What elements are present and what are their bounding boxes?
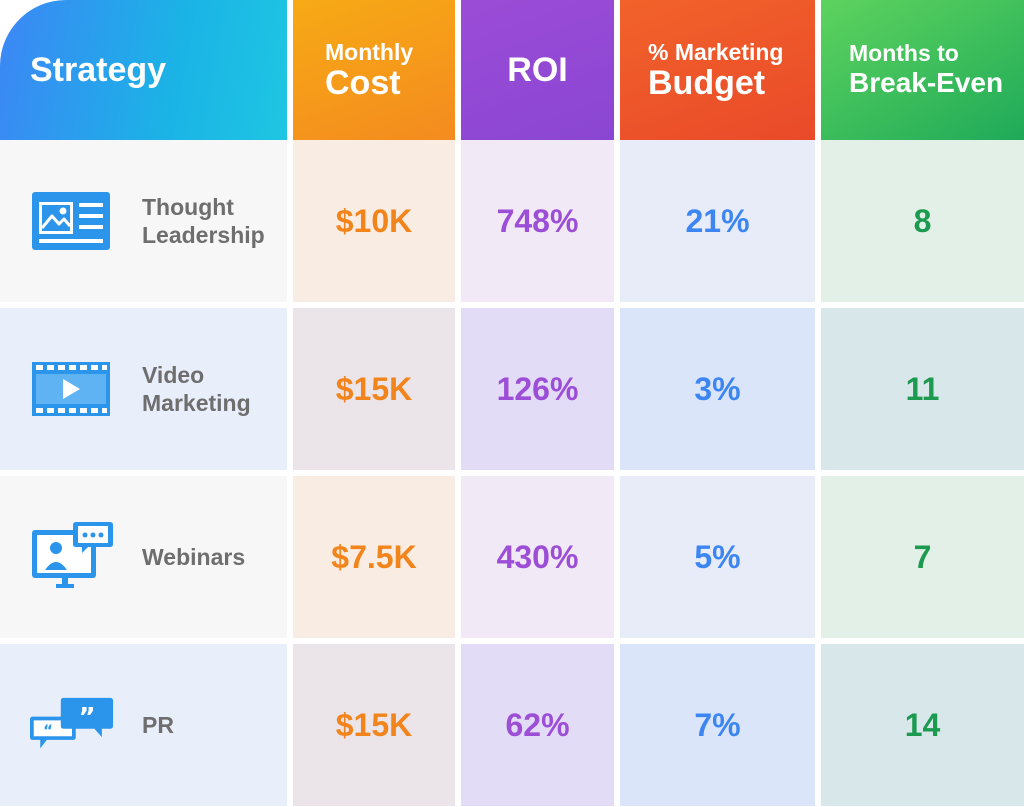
webinar-icon <box>30 522 114 592</box>
roi-cell: 62% <box>461 644 614 806</box>
header-months-line1: Months to <box>849 40 959 66</box>
months-cell: 7 <box>821 476 1024 638</box>
roi-cell: 126% <box>461 308 614 470</box>
cost-cell: $15K <box>293 308 455 470</box>
strategy-cell: Thought Leadership <box>0 140 287 302</box>
video-play-icon <box>30 354 114 424</box>
roi-cell: 748% <box>461 140 614 302</box>
header-budget-line2: Budget <box>648 64 766 102</box>
months-cell: 8 <box>821 140 1024 302</box>
strategy-cell: Webinars <box>0 476 287 638</box>
strategy-label: Webinars <box>142 544 246 570</box>
table-row: “ ” PR $15K 62% 7% 14 <box>0 644 1024 806</box>
cost-cell: $7.5K <box>293 476 455 638</box>
strategy-cell: Video Marketing <box>0 308 287 470</box>
table-row: Webinars $7.5K 430% 5% 7 <box>0 476 1024 638</box>
strategy-label: Video Marketing <box>142 362 251 416</box>
table-row: Thought Leadership $10K 748% 21% 8 <box>0 140 1024 302</box>
svg-text:“: “ <box>43 721 53 739</box>
strategy-label: Thought Leadership <box>142 194 265 248</box>
budget-cell: 21% <box>620 140 815 302</box>
header-cost-line2: Cost <box>325 64 401 102</box>
header-monthly-cost: Monthly Cost <box>293 0 455 140</box>
budget-cell: 7% <box>620 644 815 806</box>
svg-text:”: ” <box>79 703 96 733</box>
months-cell: 11 <box>821 308 1024 470</box>
header-budget-line1: % Marketing <box>648 39 784 65</box>
header-months-break-even: Months to Break-Even <box>821 0 1024 140</box>
header-marketing-budget: % Marketing Budget <box>620 0 815 140</box>
cost-cell: $15K <box>293 644 455 806</box>
strategy-cell: “ ” PR <box>0 644 287 806</box>
budget-cell: 3% <box>620 308 815 470</box>
header-months-line2: Break-Even <box>849 67 1004 98</box>
article-icon <box>30 186 114 256</box>
header-roi: ROI <box>461 0 614 140</box>
header-strategy: Strategy <box>0 0 287 140</box>
roi-cell: 430% <box>461 476 614 638</box>
header-strategy-label: Strategy <box>30 51 167 89</box>
budget-cell: 5% <box>620 476 815 638</box>
header-cost-line1: Monthly <box>325 39 414 65</box>
strategy-label: PR <box>142 712 174 738</box>
quote-bubbles-icon: “ ” <box>30 690 114 760</box>
months-cell: 14 <box>821 644 1024 806</box>
table-row: Video Marketing $15K 126% 3% 11 <box>0 308 1024 470</box>
cost-cell: $10K <box>293 140 455 302</box>
header-roi-label: ROI <box>507 51 568 89</box>
